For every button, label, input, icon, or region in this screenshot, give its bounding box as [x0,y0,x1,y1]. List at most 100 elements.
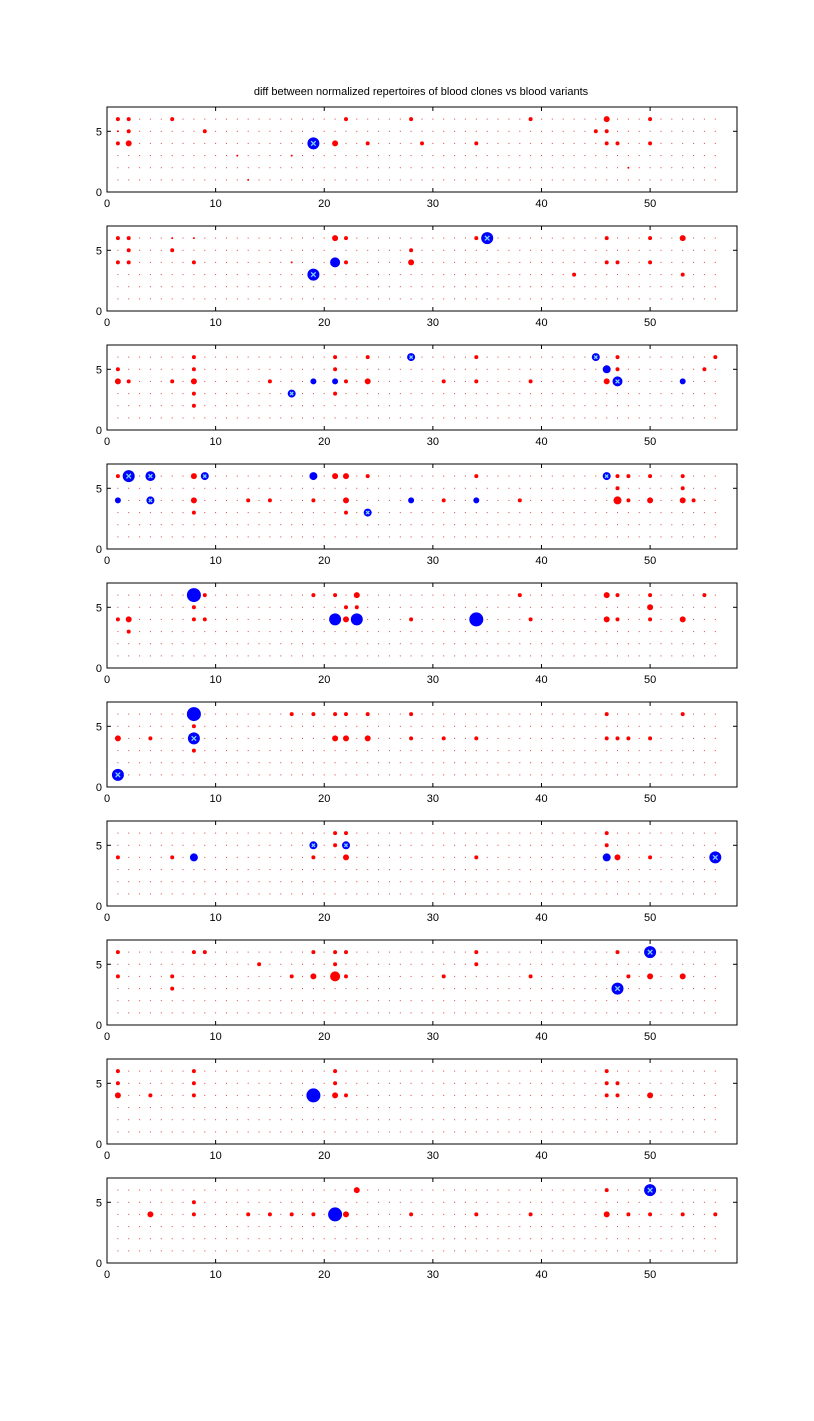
background-dot [660,524,662,526]
background-dot [454,499,456,501]
background-dot [649,762,651,764]
background-dot [215,417,217,419]
background-dot [367,988,369,990]
background-dot [584,737,586,739]
background-dot [323,1238,325,1240]
background-dot [638,988,640,990]
background-dot [562,417,564,419]
x-tick-label: 50 [644,198,656,210]
background-dot [519,774,521,776]
background-dot [160,524,162,526]
background-dot [345,1131,347,1133]
background-dot [182,1250,184,1252]
background-dot [149,631,151,633]
background-dot [421,725,423,727]
background-dot [182,762,184,764]
background-dot [541,475,542,477]
background-dot [356,286,358,288]
background-dot [617,762,618,764]
background-dot [454,1131,456,1133]
background-dot [117,832,119,834]
background-dot [280,368,282,370]
background-dot [399,380,401,382]
background-dot [388,1238,390,1240]
background-dot [530,1094,532,1096]
axes-box [106,106,738,193]
background-dot [302,155,303,157]
background-dot [226,368,227,370]
background-dot [584,179,586,181]
background-dot [682,1094,684,1096]
background-dot [627,536,629,538]
background-dot [117,881,119,883]
background-dot [584,417,586,419]
background-dot [302,261,303,263]
background-dot [280,1094,282,1096]
x-mark [484,235,490,241]
background-dot [649,1107,651,1109]
background-dot [638,499,640,501]
background-dot [595,750,597,752]
background-dot [432,844,434,846]
red-point [648,855,653,860]
background-dot [204,237,206,239]
background-dot [638,155,640,157]
background-dot [627,618,629,620]
background-dot [584,487,586,489]
background-dot [464,713,466,715]
x-tick-label: 30 [427,317,439,329]
background-dot [649,512,651,514]
red-point [604,736,609,741]
background-dot [497,286,499,288]
background-dot [128,393,130,395]
background-dot [649,356,651,358]
background-dot [530,856,532,858]
background-dot [627,298,629,300]
red-point [170,248,175,253]
background-dot [541,725,542,727]
background-dot [497,142,499,144]
background-dot [117,405,119,407]
background-dot [367,261,369,263]
background-dot [280,1213,282,1215]
background-dot [617,1119,618,1121]
background-dot [464,774,466,776]
background-dot [345,130,347,132]
background-dot [291,1094,293,1096]
background-dot [367,1131,369,1133]
background-dot [117,1000,119,1002]
background-dot [562,286,564,288]
red-point [191,748,196,753]
red-point [604,260,609,265]
background-dot [323,1000,325,1002]
background-dot [443,750,445,752]
background-dot [519,179,521,181]
background-dot [236,368,238,370]
background-dot [584,643,586,645]
red-point [126,236,131,241]
background-dot [660,1189,662,1191]
background-dot [247,1238,249,1240]
background-dot [497,1238,499,1240]
background-dot [302,512,303,514]
background-dot [714,951,716,953]
background-dot [247,869,249,871]
background-dot [519,643,521,645]
background-dot [562,1238,564,1240]
background-dot [660,536,662,538]
background-dot [464,631,466,633]
background-dot [693,1119,695,1121]
background-dot [193,142,195,144]
background-dot [171,155,173,157]
background-dot [291,237,293,239]
background-dot [323,1189,325,1191]
background-dot [171,750,173,752]
background-dot [573,298,575,300]
background-dot [215,594,217,596]
background-dot [139,737,141,739]
background-dot [519,475,521,477]
background-dot [519,356,521,358]
background-dot [215,631,217,633]
background-dot [269,405,271,407]
background-dot [399,1201,401,1203]
